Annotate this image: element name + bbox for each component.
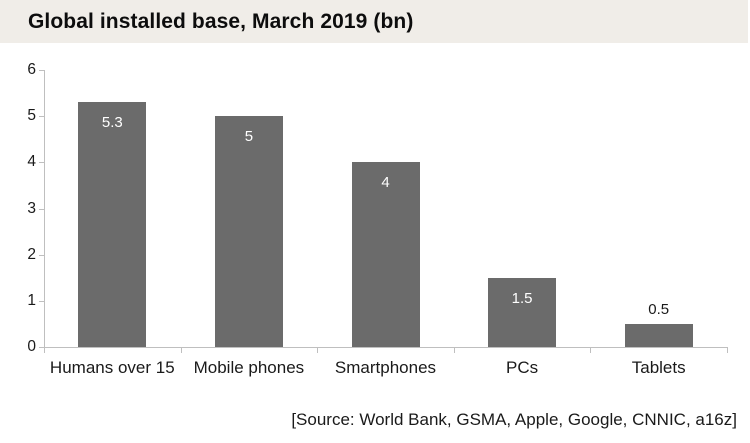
x-axis-tick xyxy=(180,348,182,353)
x-axis-line xyxy=(44,347,728,348)
y-axis-tick-label: 2 xyxy=(27,245,36,263)
y-axis-tick xyxy=(39,162,44,164)
x-axis-tick xyxy=(453,348,455,353)
y-axis-line xyxy=(44,70,45,348)
x-axis-tick xyxy=(590,348,592,353)
x-axis-tick xyxy=(44,348,45,353)
bar-value-label-smartphones: 4 xyxy=(381,174,390,192)
x-axis-label-humans-over-15: Humans over 15 xyxy=(49,358,175,377)
bar-value-label-mobile-phones: 5 xyxy=(244,128,254,146)
x-axis-label-smartphones: Smartphones xyxy=(334,358,437,377)
y-axis-tick xyxy=(39,208,44,210)
bar-tablets xyxy=(624,323,693,347)
y-axis-tick-label: 6 xyxy=(27,61,36,78)
y-axis-tick-label: 3 xyxy=(27,199,36,217)
x-axis-label-mobile-phones: Mobile phones xyxy=(193,358,305,377)
y-axis-tick xyxy=(39,254,44,256)
y-axis-tick-label: 4 xyxy=(27,153,36,171)
bar-smartphones xyxy=(351,162,420,347)
bar-value-label-pcs: 1.5 xyxy=(511,289,533,307)
x-axis-tick xyxy=(727,348,728,353)
y-axis-tick-label: 0 xyxy=(27,338,36,355)
bar-pcs xyxy=(488,277,557,347)
y-axis-tick-label: 1 xyxy=(27,291,36,309)
chart-title: Global installed base, March 2019 (bn) xyxy=(28,10,414,33)
y-axis-tick xyxy=(39,70,44,71)
chart-title-bar: Global installed base, March 2019 (bn) xyxy=(0,0,748,43)
y-axis-tick xyxy=(39,347,44,348)
y-axis-tick xyxy=(39,300,44,302)
x-axis-tick xyxy=(317,348,319,353)
source-note: [Source: World Bank, GSMA, Apple, Google… xyxy=(291,410,737,429)
x-axis-label-pcs: PCs xyxy=(506,358,539,377)
y-axis-tick-label: 5 xyxy=(27,107,36,125)
bar-value-label-tablets: 0.5 xyxy=(648,300,670,318)
bar-mobile-phones xyxy=(214,116,283,347)
x-axis-label-tablets: Tablets xyxy=(631,358,686,377)
y-axis-tick xyxy=(39,116,44,118)
bar-value-label-humans-over-15: 5.3 xyxy=(101,114,123,132)
bar-humans-over-15 xyxy=(78,102,147,347)
